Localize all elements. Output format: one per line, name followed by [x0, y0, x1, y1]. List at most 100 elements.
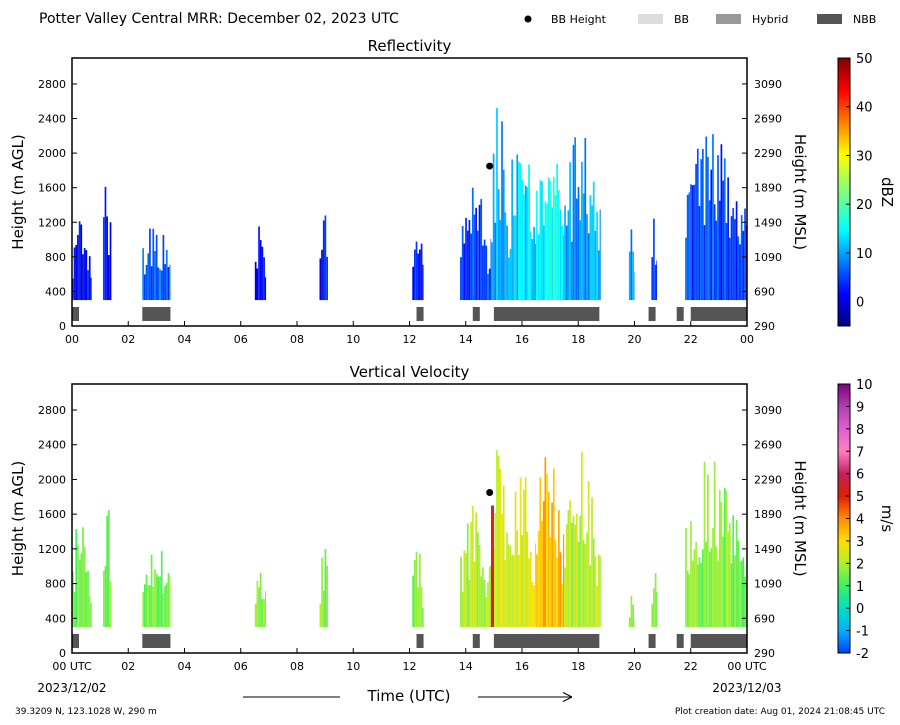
echo-stripe [544, 201, 547, 301]
echo-stripe [542, 501, 545, 627]
echo-stripe [154, 569, 156, 627]
echo-stripe [502, 169, 505, 301]
echo-stripe [518, 554, 520, 627]
right-y-tick-label: 2690 [754, 113, 782, 126]
echo-stripe [142, 248, 144, 301]
echo-stripe [321, 249, 323, 301]
velocity-colorbar: -2 -1 0 1 2 3 4 5 6 7 8 9 10 m/s [837, 378, 896, 662]
colorbar-tick-label: 5 [856, 490, 864, 505]
echo-stripe [547, 491, 550, 627]
reflectivity-colorbar-gradient [837, 57, 851, 327]
echo-column [507, 477, 537, 627]
echo-stripe [417, 253, 420, 301]
echo-stripe [422, 264, 424, 301]
echo-stripe [326, 256, 328, 301]
echo-stripe [591, 205, 593, 301]
x-tick-label: 02 [121, 660, 135, 673]
echo-stripe [725, 490, 728, 627]
y-tick-label: 2000 [38, 147, 66, 160]
echo-stripe [533, 227, 535, 301]
echo-stripe [691, 185, 694, 301]
echo-column [254, 572, 267, 627]
echo-stripe [574, 524, 576, 627]
echo-stripe [521, 179, 524, 301]
echo-stripe [470, 233, 472, 301]
echo-stripe [730, 216, 733, 301]
x-tick-label: 08 [290, 660, 304, 673]
echo-stripe [734, 555, 736, 627]
colorbar-tick-label: 7 [856, 445, 864, 460]
echo-stripe [108, 510, 110, 627]
echo-stripe [109, 222, 112, 301]
echo-stripe [528, 164, 530, 301]
echo-column [102, 510, 112, 627]
echo-stripe [164, 585, 166, 627]
echo-stripe [499, 468, 502, 627]
y-tick-label: 400 [45, 612, 66, 625]
x-tick-label: 16 [515, 660, 529, 673]
colorbar-tick-label: -2 [856, 647, 869, 662]
right-y-tick-label: 1090 [754, 251, 782, 264]
echo-stripe [422, 608, 424, 627]
colorbar-tick-label: 10 [856, 247, 873, 262]
echo-stripe [599, 209, 601, 301]
y-tick-label: 2000 [38, 473, 66, 486]
echo-stripe [727, 177, 729, 301]
echo-stripe [165, 582, 168, 627]
bb-type-segment [690, 634, 747, 648]
x-tick-label: 02 [121, 333, 135, 346]
echo-stripe [723, 488, 726, 627]
echo-stripe [521, 535, 524, 627]
x-tick-label: 20 [628, 333, 642, 346]
echo-stripe [725, 223, 728, 301]
x-tick-label: 06 [234, 660, 248, 673]
echo-stripe [574, 137, 576, 301]
echo-stripe [104, 566, 107, 627]
echo-stripe [509, 248, 512, 301]
echo-column [564, 137, 601, 301]
colorbar-tick-label: 4 [856, 513, 864, 528]
echo-stripe [732, 208, 735, 301]
echo-stripe [565, 524, 568, 627]
echo-stripe [737, 540, 740, 627]
colorbar-tick-label: 50 [856, 52, 873, 67]
echo-stripe [579, 220, 582, 301]
echo-stripe [630, 595, 633, 627]
echo-stripe [419, 553, 421, 627]
echo-stripe [589, 195, 592, 301]
echo-stripe [551, 502, 553, 627]
echo-stripe [144, 274, 146, 301]
plot-frame [71, 57, 748, 327]
echo-stripe [150, 266, 153, 301]
echo-stripe [695, 164, 697, 301]
bb-type-bar [72, 634, 747, 648]
bb-type-segment [416, 307, 424, 321]
echo-stripe [707, 474, 709, 627]
right-y-tick-label: 3090 [754, 78, 782, 91]
echo-stripe [698, 206, 701, 301]
x-tick-label: 20 [628, 660, 642, 673]
echo-stripe [264, 277, 267, 301]
echo-stripe [744, 208, 746, 301]
x-axis-label: Time (UTC) [367, 687, 451, 705]
echo-stripe [87, 270, 89, 301]
echo-stripe [686, 194, 689, 301]
echo-stripe [735, 519, 738, 627]
y-axis-label: Height (m AGL) [9, 134, 27, 249]
colorbar-label: dBZ [878, 177, 896, 207]
bb-type-segment [493, 634, 600, 648]
echo-column [412, 241, 424, 301]
right-y-tick-label: 1490 [754, 216, 782, 229]
colorbar-tick-label: 10 [856, 378, 873, 393]
echo-stripe [494, 222, 497, 301]
bb-type-segment [676, 634, 684, 648]
echo-stripe [717, 155, 719, 301]
right-y-tick-label: 690 [754, 285, 775, 298]
echo-stripe [720, 144, 723, 301]
echo-stripe [475, 512, 477, 627]
echo-stripe [632, 604, 634, 627]
echo-stripe [102, 217, 105, 301]
echo-stripe [702, 148, 704, 301]
echo-stripe [559, 552, 562, 627]
echo-stripe [487, 582, 489, 627]
